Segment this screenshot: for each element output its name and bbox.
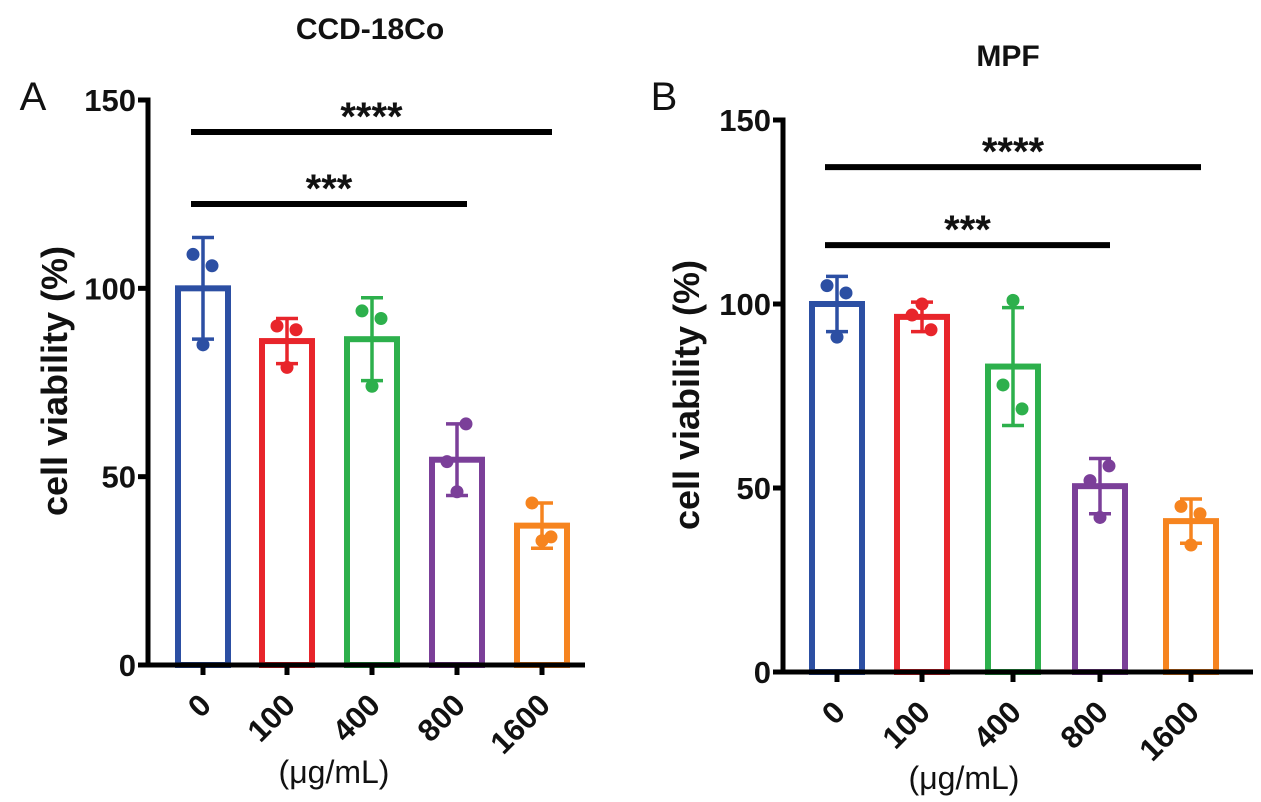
data-point-100	[924, 323, 938, 337]
data-point-0	[196, 338, 210, 352]
data-point-1600	[525, 496, 539, 510]
y-axis-label: cell viability (%)	[34, 246, 75, 516]
x-tick-label-0: 0	[815, 694, 852, 731]
error-bars	[826, 274, 1202, 545]
y-tick-label: 150	[719, 103, 771, 138]
data-point-800	[440, 455, 454, 469]
x-axis-unit-label: (μg/mL)	[909, 760, 1020, 796]
data-point-800	[450, 485, 464, 499]
panel-letter: B	[651, 75, 678, 119]
data-point-400	[1015, 402, 1029, 416]
error-bars	[192, 235, 553, 550]
x-tick-label-400: 400	[967, 694, 1028, 755]
data-point-0	[839, 286, 853, 300]
x-tick-label-800: 800	[1054, 694, 1115, 755]
data-point-1600	[535, 534, 549, 548]
bar-100	[894, 313, 950, 675]
data-point-0	[830, 330, 844, 344]
data-point-100	[915, 297, 929, 311]
data-point-400	[374, 311, 388, 325]
significance-annotations: *******	[191, 95, 552, 211]
data-point-800	[459, 417, 473, 431]
data-point-400	[996, 378, 1010, 392]
data-point-100	[289, 323, 303, 337]
y-axis-label: cell viability (%)	[666, 260, 707, 530]
data-points	[820, 279, 1207, 552]
data-point-0	[820, 279, 834, 293]
chart-title: CCD-18Co	[296, 13, 444, 46]
significance-label: ****	[982, 130, 1045, 174]
data-point-800	[1083, 474, 1097, 488]
y-tick-label: 0	[754, 655, 771, 690]
panel-letter: A	[20, 75, 47, 119]
x-tick-label-1600: 1600	[1132, 694, 1206, 768]
x-tick-label-1600: 1600	[483, 687, 557, 761]
chart-title: MPF	[976, 40, 1039, 73]
panel-b: B MPF cell viability (%) (μg/mL) 0 50 100 1…	[651, 40, 1253, 796]
y-tick-label: 0	[119, 648, 136, 683]
significance-annotations: *******	[825, 130, 1201, 252]
data-point-400	[1006, 293, 1020, 307]
data-point-400	[355, 304, 369, 318]
y-tick-label: 150	[84, 83, 136, 118]
data-point-1600	[1174, 499, 1188, 513]
x-tick-label-400: 400	[326, 687, 387, 748]
bar-0	[809, 301, 865, 675]
y-tick-label: 50	[102, 460, 136, 495]
data-point-100	[270, 319, 284, 333]
data-point-100	[905, 308, 919, 322]
data-point-400	[365, 379, 379, 393]
data-point-100	[280, 360, 294, 374]
y-tick-label: 100	[84, 271, 136, 306]
x-tick-label-800: 800	[411, 687, 472, 748]
panel-a: A CCD-18Co cell viability (%) (μg/mL) 0 5…	[20, 13, 585, 790]
data-point-1600	[1193, 507, 1207, 521]
significance-label: ***	[944, 208, 991, 252]
data-point-800	[1102, 459, 1116, 473]
x-tick-label-100: 100	[241, 687, 302, 748]
data-point-800	[1093, 510, 1107, 524]
significance-label: ***	[306, 167, 353, 211]
data-points	[186, 247, 558, 548]
x-tick-label-100: 100	[876, 694, 937, 755]
data-point-0	[205, 259, 219, 273]
bar-100	[259, 338, 315, 668]
error-bar-400	[1002, 305, 1024, 428]
significance-label: ****	[340, 95, 403, 139]
x-tick-label-0: 0	[181, 687, 218, 724]
data-point-1600	[1184, 538, 1198, 552]
y-tick-label: 50	[737, 471, 771, 506]
y-tick-label: 100	[719, 287, 771, 322]
data-point-0	[186, 247, 200, 261]
x-axis-unit-label: (μg/mL)	[279, 754, 390, 790]
